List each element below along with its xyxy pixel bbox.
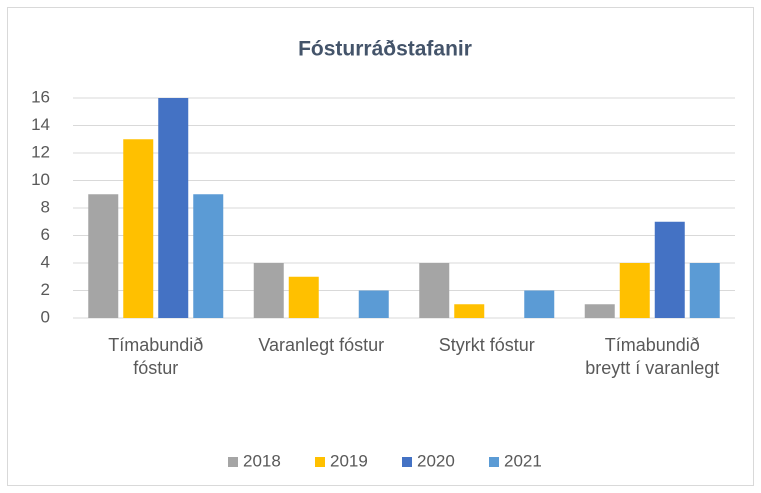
x-tick-label: Tímabundið fóstur <box>108 335 204 378</box>
y-tick-label: 16 <box>31 87 50 106</box>
bar <box>689 263 720 318</box>
legend-label: 2020 <box>417 451 455 470</box>
bar <box>158 98 189 318</box>
legend-label: 2018 <box>243 451 281 470</box>
y-tick-label: 14 <box>31 115 50 134</box>
legend-swatch <box>228 457 238 467</box>
x-tick-label: Varanlegt fóstur <box>258 335 385 355</box>
bar <box>454 304 485 318</box>
y-tick-label: 2 <box>41 280 50 299</box>
legend-label: 2019 <box>330 451 368 470</box>
bar <box>619 263 650 318</box>
legend-label: 2021 <box>504 451 542 470</box>
bar <box>358 290 389 318</box>
bar <box>88 194 119 318</box>
x-tick-label: Tímabundið breytt í varanlegt <box>585 335 720 378</box>
chart-border <box>7 7 754 486</box>
y-tick-label: 4 <box>41 252 50 271</box>
bar <box>654 221 685 318</box>
bar <box>253 263 284 318</box>
y-tick-label: 0 <box>41 307 50 326</box>
bar <box>524 290 555 318</box>
legend-swatch <box>489 457 499 467</box>
bar <box>584 304 615 318</box>
y-tick-label: 10 <box>31 170 50 189</box>
y-tick-label: 8 <box>41 197 50 216</box>
y-tick-label: 12 <box>31 142 50 161</box>
y-tick-label: 6 <box>41 225 50 244</box>
legend-swatch <box>315 457 325 467</box>
chart-title: Fósturráðstafanir <box>298 38 472 61</box>
bar <box>419 263 450 318</box>
bar <box>288 276 319 318</box>
bar <box>193 194 224 318</box>
legend-swatch <box>402 457 412 467</box>
bar <box>123 139 154 318</box>
x-tick-label: Styrkt fóstur <box>438 335 535 355</box>
